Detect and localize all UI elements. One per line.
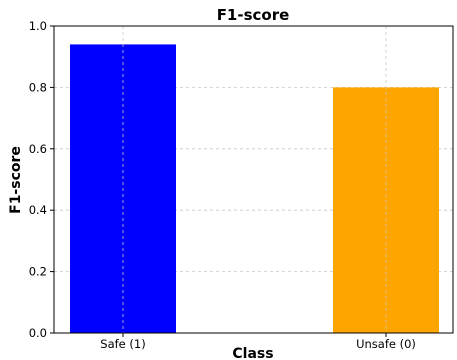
x-tick-label: Unsafe (0) bbox=[356, 337, 416, 351]
x-tick-label: Safe (1) bbox=[100, 337, 145, 351]
x-ticks: Safe (1) Unsafe (0) bbox=[100, 333, 416, 351]
x-axis-label: Class bbox=[232, 346, 273, 360]
y-tick-label: 0.4 bbox=[29, 203, 47, 217]
bars-layer bbox=[70, 26, 439, 334]
y-tick-label: 0.0 bbox=[29, 326, 47, 340]
y-tick-label: 0.6 bbox=[29, 142, 47, 156]
y-tick-label: 0.2 bbox=[29, 265, 47, 279]
chart-title: F1-score bbox=[217, 6, 290, 24]
y-tick-label: 1.0 bbox=[29, 19, 47, 33]
y-axis-label: F1-score bbox=[8, 146, 24, 214]
y-ticks: 0.0 0.2 0.4 0.6 0.8 1.0 bbox=[29, 19, 54, 340]
y-tick-label: 0.8 bbox=[29, 80, 47, 94]
plot-frame bbox=[53, 25, 454, 334]
